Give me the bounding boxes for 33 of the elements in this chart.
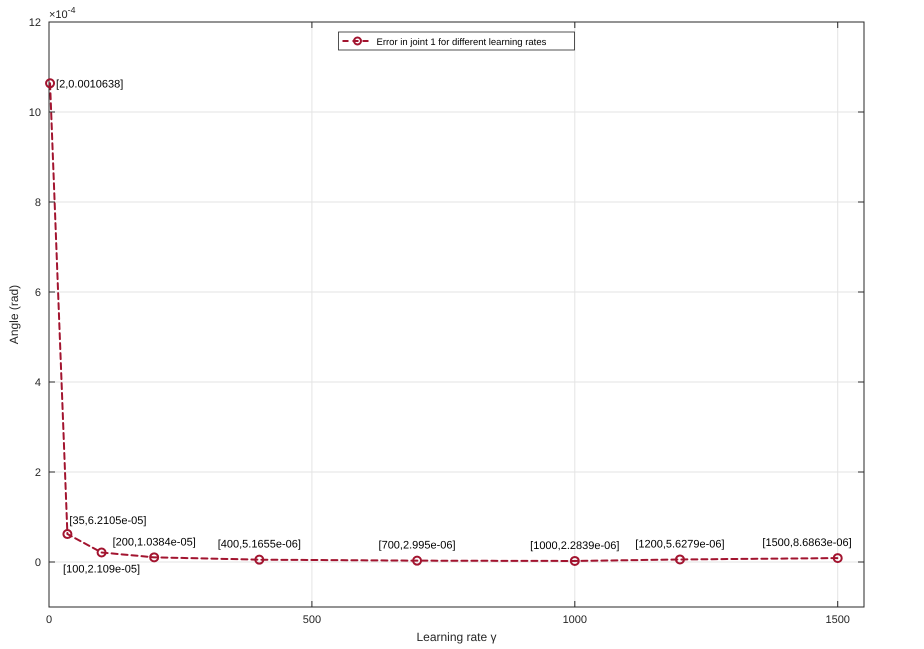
y-tick-label: 0 bbox=[34, 557, 41, 569]
data-label: [700,2.995e-06] bbox=[378, 540, 456, 552]
legend-label: Error in joint 1 for different learning rates bbox=[376, 37, 547, 48]
data-label: [1000,2.2839e-06] bbox=[530, 540, 620, 552]
point bbox=[62, 529, 72, 540]
data-label: [1500,8.6863e-06] bbox=[762, 537, 852, 550]
y-tick-label: 8 bbox=[34, 197, 41, 209]
point bbox=[412, 556, 422, 566]
data-label: [2,0.0010638] bbox=[56, 78, 124, 90]
data-label: [35,6.2105e-05] bbox=[69, 515, 146, 528]
y-tick-label: 10 bbox=[28, 107, 41, 119]
point bbox=[96, 548, 107, 558]
y-tick-label: 6 bbox=[34, 287, 41, 299]
x-tick-label: 0 bbox=[46, 614, 52, 626]
point bbox=[570, 556, 580, 566]
y-tick-label: 12 bbox=[28, 17, 41, 29]
text: ×10$^{-4}$ bbox=[49, 5, 76, 21]
point bbox=[832, 553, 843, 564]
x-tick-label: 1500 bbox=[825, 614, 850, 626]
y-tick-label: 4 bbox=[34, 377, 41, 389]
y-axis-title: Angle (rad) bbox=[7, 284, 21, 344]
point bbox=[149, 552, 160, 562]
point bbox=[254, 554, 264, 565]
point bbox=[45, 78, 56, 88]
x-tick-label: 500 bbox=[302, 614, 322, 626]
x-axis-title: Learning rate γ bbox=[416, 630, 497, 644]
data-label: [1200,5.6279e-06] bbox=[635, 538, 725, 550]
x-tick-label: 1000 bbox=[562, 614, 588, 626]
data-label: [200,1.0384e-05] bbox=[112, 536, 196, 548]
y-tick-label: 2 bbox=[34, 467, 41, 479]
data-label: [100,2.109e-05] bbox=[63, 564, 140, 576]
data-label: [400,5.1655e-06] bbox=[218, 538, 301, 551]
point bbox=[674, 554, 685, 564]
